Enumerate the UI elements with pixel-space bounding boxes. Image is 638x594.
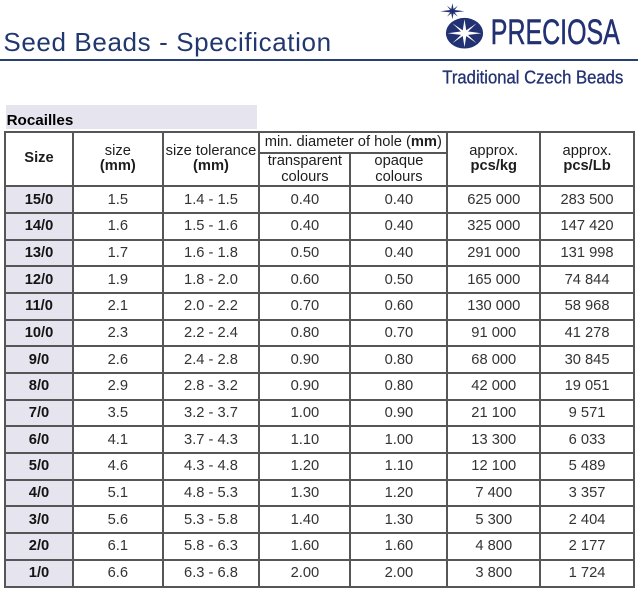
svg-text:Traditional Czech Beads: Traditional Czech Beads: [442, 66, 623, 87]
svg-text:PRECIOSA: PRECIOSA: [491, 13, 621, 52]
